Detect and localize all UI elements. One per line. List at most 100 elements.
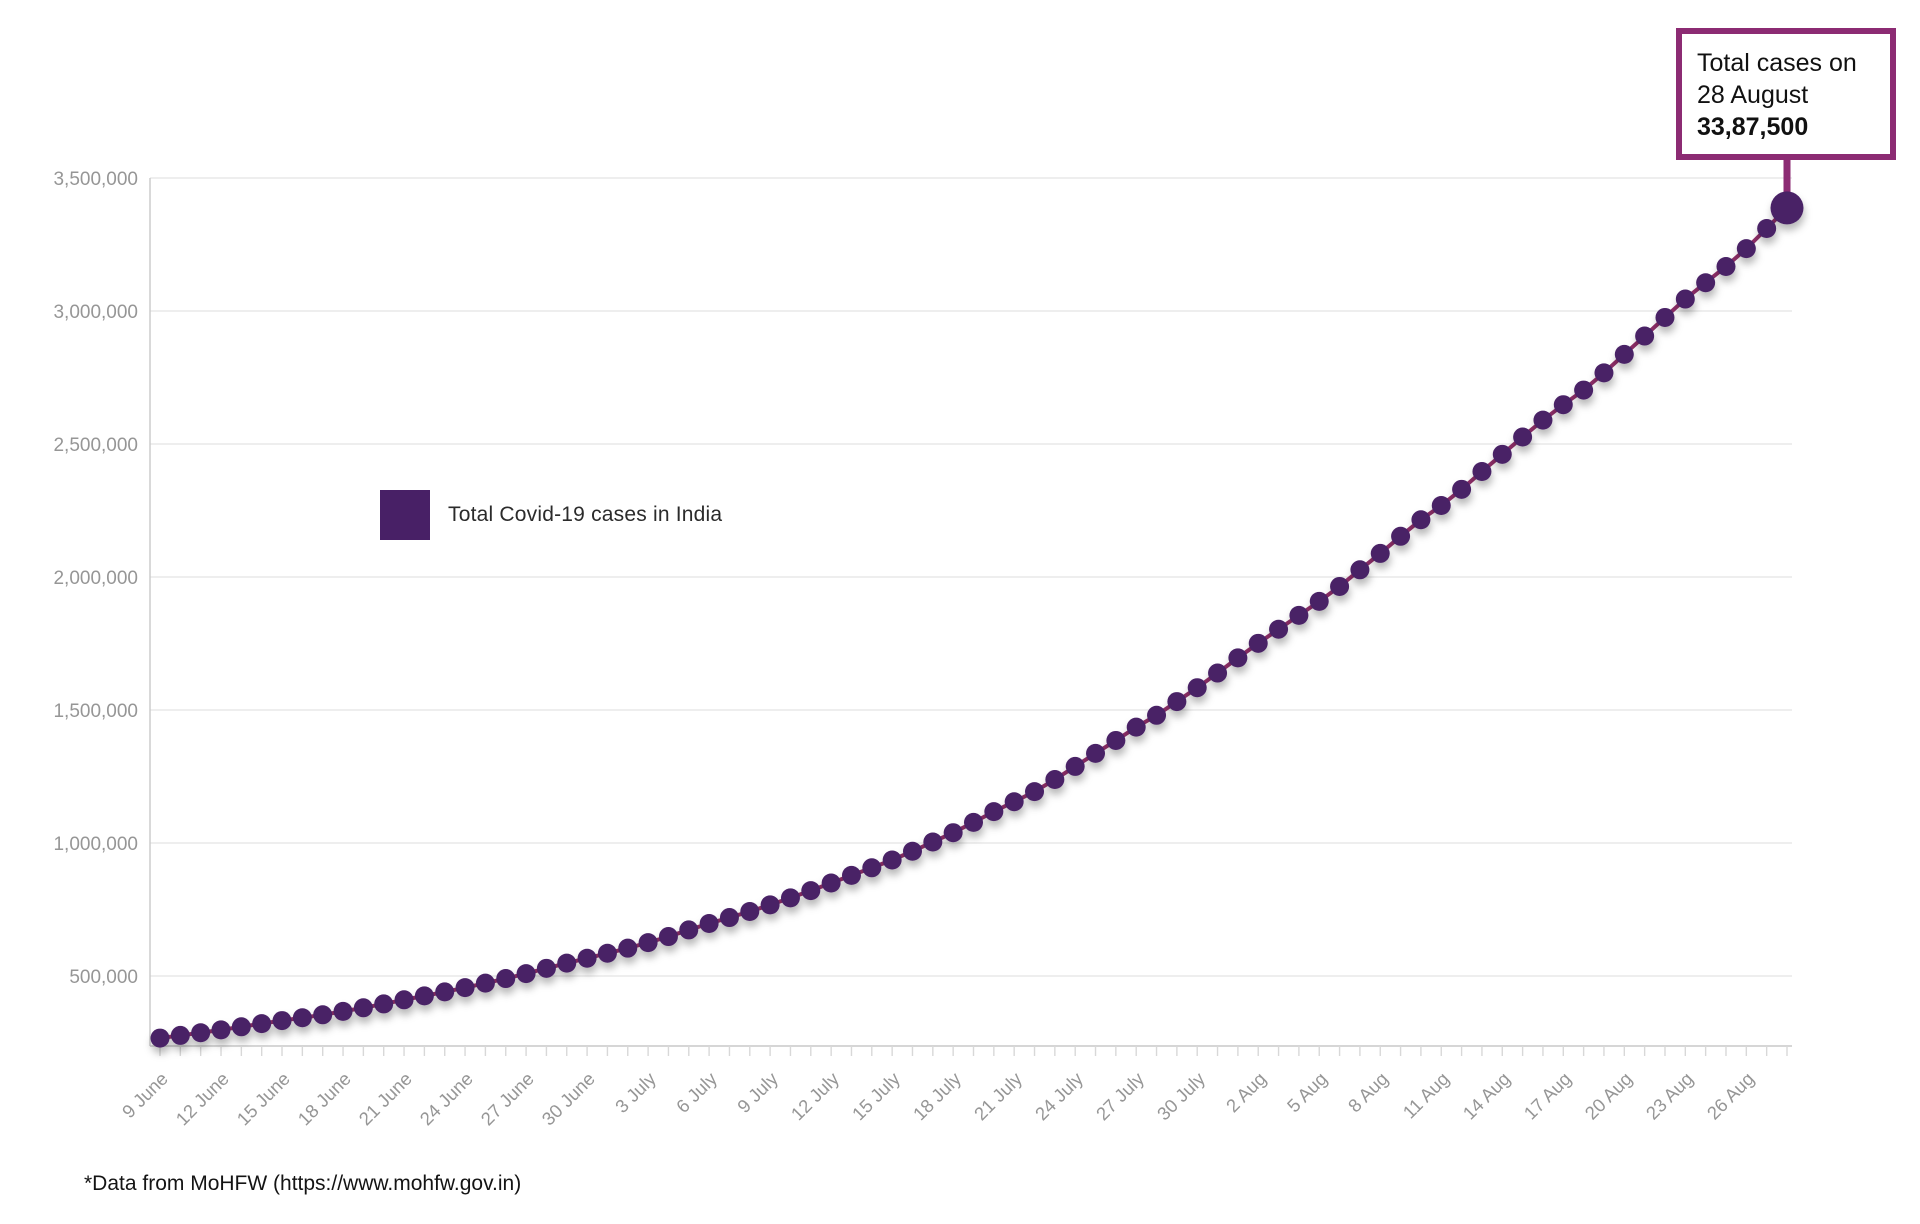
x-axis-label: 11 Aug bbox=[1398, 1068, 1453, 1123]
x-axis-label: 2 Aug bbox=[1222, 1068, 1270, 1116]
data-point bbox=[394, 990, 414, 1010]
legend-swatch bbox=[380, 490, 430, 540]
data-point bbox=[841, 865, 861, 885]
data-point bbox=[1126, 717, 1146, 737]
data-point bbox=[557, 953, 577, 973]
gridlines bbox=[150, 177, 1792, 977]
data-point bbox=[577, 948, 597, 968]
data-point bbox=[597, 943, 617, 963]
data-point bbox=[1533, 410, 1553, 430]
data-point bbox=[1045, 770, 1065, 790]
data-point bbox=[1350, 560, 1370, 580]
data-point bbox=[1065, 756, 1085, 776]
x-axis-label: 12 June bbox=[171, 1068, 232, 1129]
x-axis-label: 15 June bbox=[232, 1068, 293, 1129]
x-axis-label: 9 June bbox=[118, 1068, 172, 1122]
data-point bbox=[353, 998, 373, 1018]
x-axis-label: 9 July bbox=[733, 1067, 783, 1117]
data-point bbox=[801, 881, 821, 901]
data-point bbox=[1452, 479, 1472, 499]
data-point bbox=[740, 902, 760, 922]
data-points bbox=[150, 191, 1804, 1048]
data-point bbox=[1492, 444, 1512, 464]
x-axis-label: 30 July bbox=[1153, 1067, 1210, 1124]
data-point bbox=[496, 969, 516, 989]
data-point bbox=[1147, 705, 1167, 725]
data-point bbox=[272, 1011, 292, 1031]
x-axis-label: 27 July bbox=[1092, 1067, 1149, 1124]
data-point bbox=[1757, 218, 1777, 238]
x-axis-label: 21 June bbox=[354, 1068, 415, 1129]
data-point bbox=[1269, 619, 1289, 639]
data-point bbox=[1696, 273, 1716, 293]
data-point bbox=[516, 964, 536, 984]
data-point bbox=[902, 841, 922, 861]
data-point bbox=[1513, 427, 1533, 447]
legend-label: Total Covid-19 cases in India bbox=[448, 503, 723, 526]
x-axis-label: 18 July bbox=[909, 1067, 966, 1124]
data-point bbox=[638, 933, 658, 953]
y-axis-label: 3,000,000 bbox=[53, 302, 138, 323]
data-series bbox=[150, 152, 1804, 1048]
data-point bbox=[1594, 363, 1614, 383]
data-point bbox=[943, 823, 963, 843]
axis-labels: 500,000 1,000,000 1,500,000 2,000,000 2,500,… bbox=[53, 169, 1758, 1129]
data-point bbox=[679, 920, 699, 940]
data-point bbox=[191, 1023, 211, 1043]
data-point bbox=[211, 1020, 231, 1040]
x-axis-label: 24 July bbox=[1031, 1067, 1088, 1124]
y-axis-label: 2,500,000 bbox=[53, 435, 138, 456]
data-point bbox=[1370, 543, 1390, 563]
x-axis-label: 6 July bbox=[672, 1067, 722, 1117]
x-axis-label: 18 June bbox=[293, 1068, 354, 1129]
axes bbox=[149, 178, 1792, 1056]
data-point bbox=[170, 1025, 190, 1045]
data-point bbox=[1248, 633, 1268, 653]
data-point bbox=[1391, 526, 1411, 546]
data-point bbox=[1004, 792, 1024, 812]
data-point bbox=[1655, 307, 1675, 327]
data-point bbox=[1716, 256, 1736, 276]
data-point bbox=[1411, 510, 1431, 530]
data-point bbox=[618, 938, 638, 958]
data-point bbox=[1208, 663, 1228, 683]
x-axis-label: 17 Aug bbox=[1520, 1068, 1576, 1124]
data-point bbox=[964, 812, 983, 832]
data-point bbox=[780, 888, 800, 908]
data-point bbox=[699, 913, 719, 933]
x-axis-label: 12 July bbox=[787, 1067, 844, 1124]
data-point bbox=[1309, 591, 1329, 611]
data-point bbox=[333, 1001, 353, 1021]
data-point bbox=[313, 1005, 333, 1025]
y-axis-label: 1,000,000 bbox=[53, 834, 138, 855]
data-point bbox=[231, 1017, 251, 1037]
annotation-line-1: Total cases on bbox=[1697, 49, 1857, 77]
x-axis-label: 3 July bbox=[611, 1067, 661, 1117]
data-point bbox=[455, 978, 475, 998]
data-point bbox=[1614, 344, 1634, 364]
annotation-box: Total cases on 28 August 33,87,500 bbox=[1676, 28, 1896, 160]
data-point bbox=[1736, 239, 1756, 259]
data-point bbox=[150, 1028, 170, 1048]
data-source-note: *Data from MoHFW (https://www.mohfw.gov.… bbox=[84, 1172, 522, 1195]
data-point bbox=[292, 1008, 312, 1028]
data-point bbox=[1431, 496, 1451, 516]
data-point bbox=[1106, 730, 1126, 750]
x-axis-label: 14 Aug bbox=[1459, 1068, 1515, 1124]
data-point bbox=[414, 986, 434, 1006]
x-axis-label: 15 July bbox=[848, 1067, 905, 1124]
data-point bbox=[536, 958, 556, 978]
x-axis-label: 5 Aug bbox=[1283, 1068, 1331, 1116]
annotation-line-2: 28 August bbox=[1697, 81, 1809, 109]
data-point bbox=[1330, 576, 1350, 596]
data-point bbox=[1472, 462, 1492, 482]
x-axis-label: 8 Aug bbox=[1344, 1068, 1392, 1116]
data-point bbox=[1574, 380, 1594, 400]
data-point bbox=[1025, 782, 1045, 802]
data-point bbox=[475, 973, 495, 993]
x-axis-label: 27 June bbox=[476, 1068, 537, 1129]
x-axis-label: 21 July bbox=[970, 1067, 1027, 1124]
data-point bbox=[1553, 395, 1573, 415]
